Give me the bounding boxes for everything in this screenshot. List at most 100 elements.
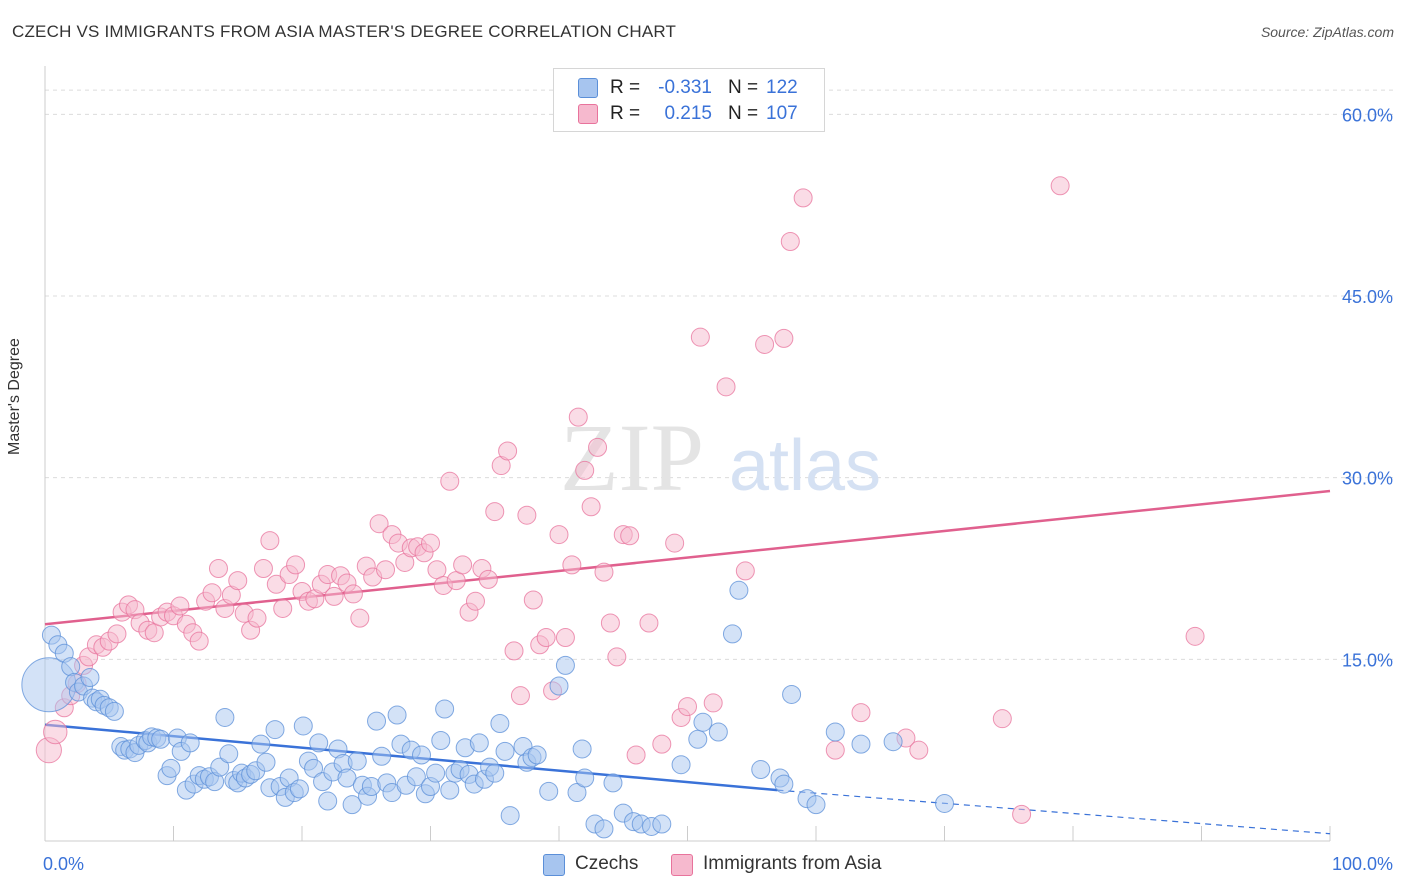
- asia-point: [620, 526, 640, 546]
- asia-point: [600, 613, 620, 633]
- czechs-point: [412, 745, 432, 765]
- asia-point: [1012, 804, 1032, 824]
- asia-point: [228, 571, 248, 591]
- asia-point: [247, 608, 267, 628]
- legend-n-value: 122: [766, 77, 798, 98]
- legend-r-label: R =: [610, 77, 641, 98]
- asia-point: [266, 574, 286, 594]
- asia-point: [594, 562, 614, 582]
- czechs-point: [722, 624, 742, 644]
- legend-n-label: N =: [728, 77, 759, 98]
- legend: R = -0.331 N = 122 R = 0.215 N = 107: [553, 68, 825, 132]
- asia-point: [253, 559, 273, 578]
- asia-point: [498, 441, 518, 461]
- czechs-point: [527, 745, 547, 765]
- czechs-point: [825, 722, 845, 742]
- asia-point: [652, 734, 672, 754]
- y-tick-label: 45.0%: [1342, 287, 1393, 307]
- watermark: ZIP atlas: [560, 404, 881, 511]
- czechs-point: [256, 752, 276, 772]
- czechs-point: [304, 758, 324, 778]
- czechs-point: [431, 730, 451, 750]
- asia-point: [555, 628, 575, 648]
- y-tick-label: 30.0%: [1342, 469, 1393, 489]
- czechs-point: [104, 701, 124, 721]
- asia-point: [575, 460, 595, 480]
- series-swatch-czechs: [543, 854, 565, 876]
- czechs-point: [708, 722, 728, 742]
- asia-point: [324, 586, 344, 606]
- czechs-point: [549, 676, 569, 696]
- czechs-point: [652, 814, 672, 834]
- czechs-point: [80, 668, 100, 687]
- czechs-point: [347, 751, 367, 771]
- asia-point: [735, 561, 755, 581]
- asia-point: [43, 719, 68, 745]
- asia-point: [774, 328, 794, 348]
- czechs-point: [251, 734, 271, 754]
- czechs-point: [603, 773, 623, 793]
- czechs-point: [671, 755, 691, 775]
- czechs-point: [435, 699, 455, 719]
- data-points: [21, 176, 1205, 839]
- asia-point: [273, 598, 293, 618]
- asia-point: [665, 533, 685, 553]
- asia-point: [562, 555, 582, 575]
- tick-labels: 15.0% 30.0% 45.0% 60.0% 0.0% 100.0%: [43, 105, 1393, 874]
- czechs-point: [387, 705, 407, 725]
- czechs-point: [774, 774, 794, 794]
- asia-point: [107, 624, 127, 644]
- czechs-point: [495, 741, 515, 761]
- asia-point: [510, 686, 530, 706]
- asia-point: [755, 334, 775, 354]
- czechs-point: [426, 763, 446, 783]
- y-tick-label: 15.0%: [1342, 650, 1393, 670]
- asia-point: [549, 525, 569, 545]
- asia-point: [1050, 176, 1070, 196]
- czechs-point: [318, 791, 338, 811]
- asia-point: [793, 188, 813, 208]
- asia-point: [825, 740, 845, 760]
- czechs-point: [490, 714, 510, 734]
- czechs-point: [575, 768, 595, 788]
- asia-point: [376, 560, 396, 580]
- czechs-point: [539, 781, 559, 801]
- legend-n-label: N =: [728, 103, 759, 124]
- asia-point: [260, 531, 280, 551]
- gridlines: [45, 89, 1395, 660]
- asia-point: [581, 497, 601, 517]
- asia-point: [639, 613, 659, 633]
- asia-point: [343, 584, 363, 604]
- czechs-point: [555, 655, 575, 675]
- czechs-trend-extension: [777, 789, 1331, 835]
- legend-swatch-czechs: [578, 78, 598, 98]
- legend-r-value: 0.215: [664, 103, 712, 124]
- czechs-point: [367, 711, 387, 731]
- czechs-point: [293, 716, 313, 736]
- czechs-point: [337, 768, 357, 788]
- y-axis-label: Master's Degree: [6, 338, 23, 455]
- czechs-point: [265, 720, 285, 740]
- czechs-point: [219, 744, 239, 764]
- asia-point: [536, 628, 556, 648]
- asia-point: [909, 740, 929, 760]
- czechs-point: [372, 746, 392, 766]
- asia-point: [780, 232, 800, 251]
- chart-title: CZECH VS IMMIGRANTS FROM ASIA MASTER'S D…: [12, 22, 677, 41]
- asia-point: [208, 559, 228, 578]
- asia-point: [626, 745, 646, 765]
- czechs-point: [289, 779, 309, 799]
- czechs-point: [572, 739, 592, 759]
- czechs-point: [851, 734, 871, 754]
- asia-point: [716, 377, 736, 397]
- czechs-point: [180, 733, 200, 753]
- asia-point: [517, 505, 537, 525]
- series-label-czechs: Czechs: [575, 853, 639, 874]
- czechs-point: [693, 712, 713, 732]
- asia-point: [440, 471, 460, 491]
- czechs-point: [406, 767, 426, 787]
- asia-point: [350, 608, 370, 628]
- czechs-point: [729, 580, 749, 600]
- czechs-point: [594, 819, 614, 839]
